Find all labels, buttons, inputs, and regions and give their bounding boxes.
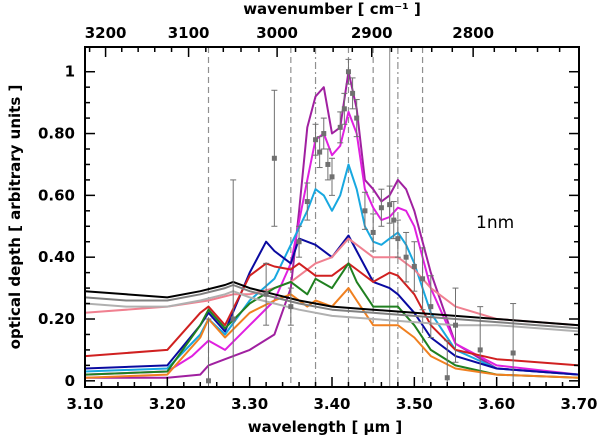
series-line-black bbox=[85, 280, 579, 327]
x2-tick-label: 3000 bbox=[256, 24, 298, 42]
x-axis-title: wavelength [ μm ] bbox=[248, 418, 403, 436]
x2-tick-label: 3100 bbox=[168, 24, 210, 42]
data-point bbox=[403, 254, 409, 260]
series-line-pink bbox=[85, 237, 579, 327]
y-tick-label: 1 bbox=[65, 63, 75, 81]
data-point bbox=[362, 208, 368, 214]
series-line-magenta bbox=[85, 110, 579, 376]
data-point bbox=[387, 202, 393, 208]
data-point bbox=[345, 69, 351, 75]
data-point bbox=[337, 124, 343, 130]
axis-ticks bbox=[84, 47, 580, 387]
size-annotation: 1nm bbox=[476, 213, 514, 233]
data-point bbox=[296, 239, 302, 245]
x-tick-label: 3.10 bbox=[66, 395, 103, 413]
x-tick-label: 3.30 bbox=[231, 395, 268, 413]
data-point bbox=[350, 90, 356, 96]
x2-axis-title: wavenumber [ cm⁻¹ ] bbox=[243, 0, 421, 18]
y-axis-title: optical depth [ arbitrary units ] bbox=[6, 85, 24, 350]
series-line-cyan bbox=[85, 163, 579, 376]
x-tick-label: 3.70 bbox=[560, 395, 597, 413]
data-point bbox=[391, 217, 397, 223]
y-tick-label: 0.20 bbox=[38, 310, 75, 328]
data-point bbox=[354, 115, 360, 121]
x-tick-label: 3.20 bbox=[149, 395, 186, 413]
data-point bbox=[453, 322, 458, 328]
data-point bbox=[329, 174, 335, 180]
data-point bbox=[313, 137, 319, 143]
data-point bbox=[263, 291, 269, 297]
data-point bbox=[321, 131, 327, 137]
data-point bbox=[510, 350, 516, 356]
series-line-gray bbox=[85, 284, 579, 330]
x2-tick-label: 2900 bbox=[351, 24, 393, 42]
data-point bbox=[206, 378, 211, 384]
data-point bbox=[341, 106, 347, 112]
y-tick-label: 0.60 bbox=[38, 186, 75, 204]
data-point bbox=[395, 236, 401, 242]
data-point bbox=[378, 205, 384, 211]
x2-tick-label: 3200 bbox=[85, 24, 127, 42]
x-tick-label: 3.50 bbox=[396, 395, 433, 413]
x-tick-label: 3.40 bbox=[313, 395, 350, 413]
data-point bbox=[288, 304, 294, 310]
x-tick-label: 3.60 bbox=[478, 395, 515, 413]
data-point bbox=[411, 263, 417, 269]
series-line-silver bbox=[85, 290, 579, 333]
data-point bbox=[271, 155, 277, 161]
series-line-green bbox=[85, 262, 579, 379]
y-tick-label: 0.80 bbox=[38, 125, 75, 143]
y-tick-label: 0 bbox=[65, 372, 75, 390]
data-point bbox=[420, 276, 426, 282]
data-point bbox=[230, 316, 236, 322]
data-point bbox=[370, 229, 376, 235]
data-point bbox=[428, 304, 434, 310]
series-line-navy bbox=[85, 234, 579, 376]
data-point bbox=[325, 161, 331, 167]
observation-points bbox=[205, 58, 517, 387]
tick-labels: 3.10 3.20 3.30 3.40 3.50 3.60 3.70 0 0.20 0.40 0.6… bbox=[38, 24, 598, 413]
x2-tick-label: 2800 bbox=[452, 24, 494, 42]
series-line-red bbox=[85, 262, 579, 367]
y-tick-label: 0.40 bbox=[38, 248, 75, 266]
data-point bbox=[477, 347, 483, 353]
data-point bbox=[304, 199, 310, 205]
data-point bbox=[317, 149, 323, 155]
series-line-orange bbox=[85, 287, 579, 379]
data-point bbox=[444, 375, 450, 381]
